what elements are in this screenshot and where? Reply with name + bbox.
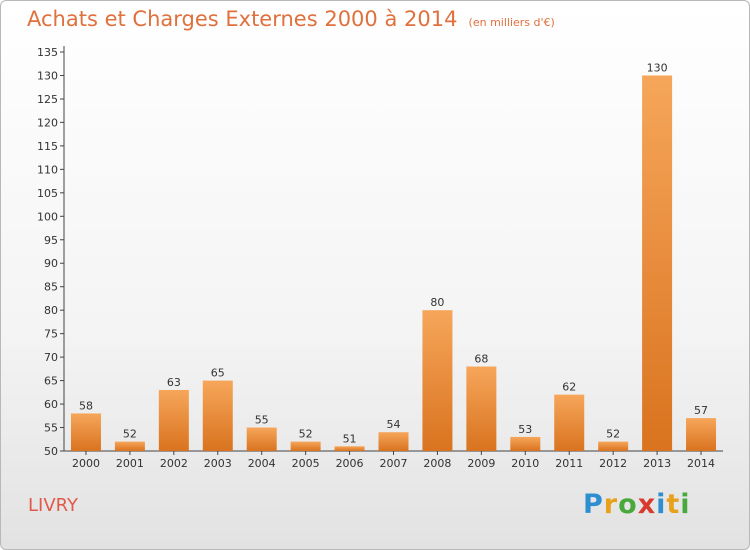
y-tick-label: 110 — [37, 163, 58, 176]
bar-2011 — [554, 394, 585, 451]
data-label-2010: 53 — [518, 423, 532, 436]
x-tick-label-2001: 2001 — [116, 457, 144, 470]
y-tick-label: 65 — [44, 375, 58, 388]
bar-2002 — [158, 389, 189, 451]
x-tick-label-2014: 2014 — [687, 457, 715, 470]
x-tick-label-2010: 2010 — [511, 457, 539, 470]
y-tick-label: 70 — [44, 351, 58, 364]
y-tick-label: 130 — [37, 69, 58, 82]
bar-2003 — [202, 380, 233, 451]
data-label-2012: 52 — [606, 428, 620, 441]
data-label-2001: 52 — [123, 428, 137, 441]
logo-letter: i — [656, 489, 667, 520]
y-tick-label: 75 — [44, 328, 58, 341]
logo-letter: P — [583, 489, 604, 520]
bar-2014 — [686, 418, 717, 451]
x-tick-label-2007: 2007 — [380, 457, 408, 470]
bar-2006 — [334, 446, 365, 451]
x-tick-label-2002: 2002 — [160, 457, 188, 470]
y-tick-label: 85 — [44, 281, 58, 294]
x-tick-label-2006: 2006 — [336, 457, 364, 470]
axes: 50 55 60 65 70 75 80 85 90 95 100 105 110 115 120 125 13… — [37, 46, 723, 470]
logo-letter: i — [680, 489, 691, 520]
data-labels: 58 52 63 65 55 52 51 54 80 68 53 62 52 130 57 — [79, 61, 708, 445]
chart-title: Achats et Charges Externes 2000 à 2014 — [27, 7, 458, 31]
bar-2013 — [642, 75, 673, 452]
bar-2008 — [422, 310, 453, 451]
y-tick-label: 95 — [44, 234, 58, 247]
data-label-2007: 54 — [387, 418, 401, 431]
bar-2010 — [510, 436, 541, 451]
data-label-2014: 57 — [694, 404, 708, 417]
y-tick-label: 55 — [44, 422, 58, 435]
y-tick-label: 60 — [44, 398, 58, 411]
x-tick-label-2011: 2011 — [555, 457, 583, 470]
bar-2009 — [466, 366, 497, 451]
bar-2012 — [598, 441, 629, 451]
y-tick-label: 50 — [44, 445, 58, 458]
logo-letter: r — [603, 489, 619, 520]
x-tick-label-2000: 2000 — [72, 457, 100, 470]
location-label: LIVRY — [28, 495, 79, 516]
data-label-2002: 63 — [167, 376, 181, 389]
y-tick-label: 135 — [37, 46, 58, 59]
data-label-2006: 51 — [343, 432, 357, 445]
x-tick-label-2008: 2008 — [423, 457, 451, 470]
data-label-2004: 55 — [255, 414, 269, 427]
data-label-2005: 52 — [299, 428, 313, 441]
x-tick-label-2013: 2013 — [643, 457, 671, 470]
proxiti-logo: Proxiti — [583, 489, 691, 520]
data-label-2008: 80 — [430, 296, 444, 309]
title-row: Achats et Charges Externes 2000 à 2014 (… — [27, 7, 555, 31]
data-label-2003: 65 — [211, 367, 225, 380]
y-tick-label: 120 — [37, 116, 58, 129]
y-tick-label: 105 — [37, 187, 58, 200]
bar-2004 — [246, 427, 277, 451]
data-label-2011: 62 — [562, 381, 576, 394]
x-tick-label-2012: 2012 — [599, 457, 627, 470]
bar-2000 — [70, 413, 101, 451]
y-tick-label: 115 — [37, 140, 58, 153]
y-tick-label: 125 — [37, 93, 58, 106]
logo-letter: o — [618, 489, 638, 520]
data-label-2000: 58 — [79, 399, 93, 412]
bar-2001 — [114, 441, 145, 451]
logo-letter: x — [637, 489, 657, 520]
y-tick-label: 80 — [44, 304, 58, 317]
x-tick-label-2003: 2003 — [204, 457, 232, 470]
y-tick-label: 90 — [44, 257, 58, 270]
bar-2005 — [290, 441, 321, 451]
bar-2007 — [378, 432, 409, 451]
logo-letter: t — [666, 489, 681, 520]
x-tick-label-2005: 2005 — [292, 457, 320, 470]
data-label-2009: 68 — [474, 353, 488, 366]
bars — [70, 75, 717, 452]
unit-note: (en milliers d'€) — [468, 16, 555, 29]
x-tick-label-2004: 2004 — [248, 457, 276, 470]
y-tick-label: 100 — [37, 210, 58, 223]
x-tick-label-2009: 2009 — [467, 457, 495, 470]
data-label-2013: 130 — [647, 61, 668, 74]
